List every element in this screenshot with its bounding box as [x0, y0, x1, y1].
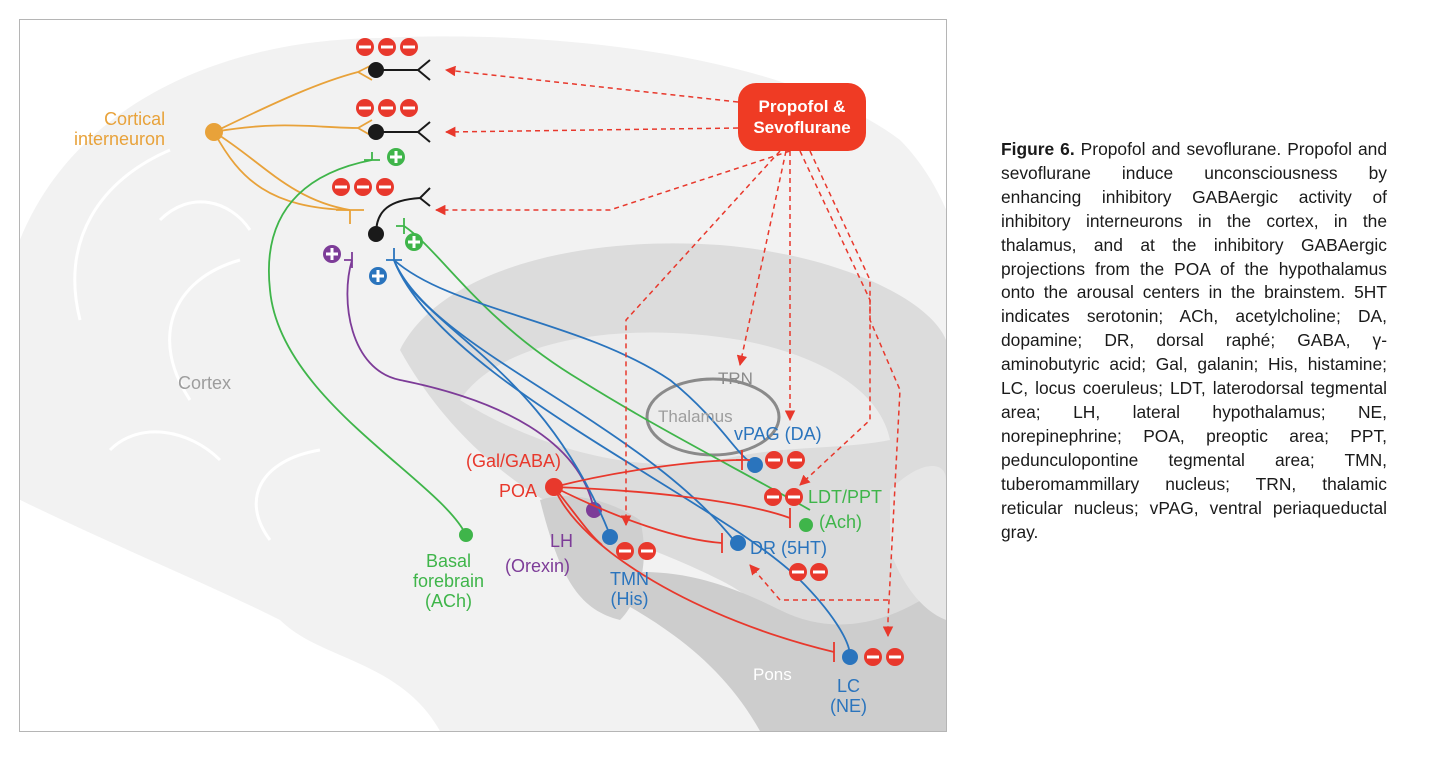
tmn-label-line2: (His): [610, 588, 649, 609]
lc-soma: [842, 649, 858, 665]
cortical-interneuron-label: Cortical interneuron: [74, 109, 166, 150]
basal-label-line1: Basal: [426, 551, 472, 571]
lc-label: LC (NE): [830, 676, 867, 717]
minus-sign: [886, 648, 904, 666]
excitation-signs: [323, 148, 423, 285]
lc-label-line2: (NE): [830, 695, 867, 716]
thalamus-label: Thalamus: [658, 407, 733, 426]
pyramidal-soma-1: [368, 62, 384, 78]
minus-sign: [810, 563, 828, 581]
caption-heading: Figure 6.: [1001, 139, 1075, 159]
pons-label: Pons: [753, 665, 792, 684]
dr-label: DR (5HT): [750, 538, 827, 558]
ldt-ppt-label: LDT/PPT: [808, 487, 883, 507]
brain-diagram: [20, 36, 946, 731]
tmn-soma: [602, 529, 618, 545]
minus-sign: [356, 99, 374, 117]
minus-sign: [378, 38, 396, 56]
vpag-label: vPAG (DA): [734, 424, 822, 444]
thalamus-region: [460, 332, 890, 465]
minus-sign: [638, 542, 656, 560]
basal-forebrain-soma: [459, 528, 473, 542]
minus-sign: [764, 488, 782, 506]
plus-sign-green: [405, 233, 423, 251]
minus-sign: [378, 99, 396, 117]
trn-ellipse: [645, 377, 781, 457]
minus-sign: [785, 488, 803, 506]
drug-label-line2: Sevoflurane: [753, 118, 851, 137]
vpag-soma: [747, 457, 763, 473]
tmn-label-line1: TMN: [610, 569, 649, 589]
basal-label-line3: (ACh): [425, 590, 473, 611]
cortical-interneuron-axons: [213, 64, 373, 224]
drug-label-line1: Propofol &: [758, 96, 846, 116]
gal-gaba-label: (Gal/GABA): [466, 451, 562, 471]
minus-sign: [787, 451, 805, 469]
minus-sign: [400, 38, 418, 56]
trn-label: TRN: [718, 369, 753, 388]
poa-soma: [545, 478, 563, 496]
minus-sign: [332, 178, 350, 196]
cortex-label: Cortex: [178, 373, 232, 393]
minus-sign: [356, 38, 374, 56]
basal-forebrain-label: Basal forebrain (ACh): [413, 551, 485, 611]
ach-projections: [268, 152, 811, 536]
orexin-projection: [344, 252, 595, 511]
minus-sign: [354, 178, 372, 196]
drug-action-arrows: [434, 65, 901, 638]
minus-sign: [789, 563, 807, 581]
minus-sign: [864, 648, 882, 666]
minus-sign: [400, 99, 418, 117]
pyramidal-soma-2: [368, 124, 384, 140]
lh-label: LH: [550, 531, 574, 551]
poa-label: POA: [499, 481, 538, 501]
monoamine-projections: [386, 248, 851, 657]
cortical-label-line2: interneuron: [74, 128, 166, 149]
cerebellum-shape: [890, 466, 946, 620]
orexin-label: (Orexin): [505, 556, 571, 576]
basal-label-line2: forebrain: [413, 570, 485, 591]
ldt-ppt-soma: [799, 518, 813, 532]
plus-sign-purple: [323, 245, 341, 263]
hypothalamus-shape: [540, 496, 644, 620]
caption-text: Propofol and sevoflurane. Propofol and s…: [1001, 139, 1387, 542]
poa-gaba-projections: [553, 450, 835, 662]
pyramidal-soma-3: [368, 226, 384, 242]
minus-sign: [616, 542, 634, 560]
figure-panel: Propofol & Sevoflurane Cortical interneu…: [19, 19, 947, 732]
dr-soma: [730, 535, 746, 551]
ach-label: (Ach): [819, 512, 863, 532]
cortical-interneuron-soma: [205, 123, 223, 141]
minus-sign: [376, 178, 394, 196]
brainstem-pons: [580, 571, 946, 731]
cortical-label-line1: Cortical: [104, 109, 166, 129]
plus-sign-blue: [369, 267, 387, 285]
inhibition-signs: [332, 38, 904, 666]
minus-sign: [765, 451, 783, 469]
lc-label-line1: LC: [836, 676, 860, 696]
cerebrum-gyri: [73, 148, 321, 541]
plus-sign-green: [387, 148, 405, 166]
figure-caption: Figure 6. Propofol and sevoflurane. Prop…: [1001, 138, 1387, 544]
tmn-label: TMN (His): [610, 569, 649, 610]
propofol-sevoflurane-box: Propofol & Sevoflurane: [738, 83, 866, 151]
